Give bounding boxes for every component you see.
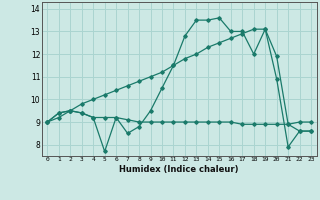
X-axis label: Humidex (Indice chaleur): Humidex (Indice chaleur) — [119, 165, 239, 174]
